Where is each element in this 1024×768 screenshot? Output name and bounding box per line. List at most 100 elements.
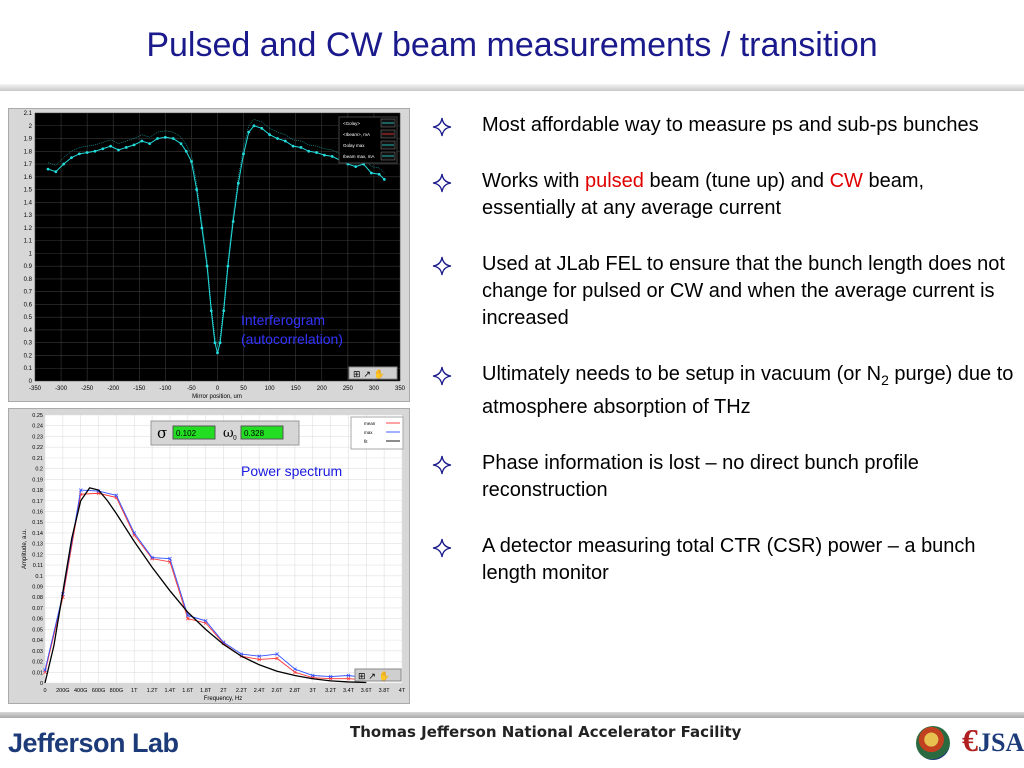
interferogram-point — [377, 172, 381, 176]
interferogram-y-tick: 1 — [29, 251, 33, 257]
power-spectrum-point-max — [150, 555, 154, 560]
power-spectrum-x-tick: 600G — [92, 688, 105, 694]
omega0-field[interactable] — [240, 425, 284, 440]
interferogram-y-tick: 0.2 — [24, 353, 33, 359]
interferogram-series-golay-max — [47, 119, 385, 347]
interferogram-graph-tools[interactable]: ⊞ ↗ ✋ — [348, 366, 398, 380]
interferogram-x-tick: 0 — [216, 386, 220, 392]
power-spectrum-y-tick: 0.1 — [35, 574, 43, 580]
interferogram-point — [354, 165, 358, 168]
interferogram-x-tick: 150 — [291, 386, 302, 392]
power-spectrum-y-tick: 0.2 — [35, 467, 43, 473]
power-spectrum-point-max — [78, 488, 83, 492]
svg-text:⊞ ↗ ✋: ⊞ ↗ ✋ — [358, 670, 390, 682]
interferogram-x-tick: 50 — [240, 386, 247, 392]
interferogram-y-tick: 0.9 — [24, 264, 33, 270]
interferogram-point — [124, 146, 128, 149]
power-spectrum-graph-tools[interactable]: ⊞ ↗ ✋ — [354, 668, 402, 682]
power-spectrum-y-tick: 0.09 — [32, 585, 43, 591]
bullet-text: Works with — [482, 170, 585, 192]
bullet-item: Phase information is lost – no direct bu… — [432, 450, 1022, 504]
interferogram-y-tick: 1.9 — [24, 137, 33, 143]
power-spectrum-y-tick: 0.15 — [32, 520, 43, 526]
power-spectrum-point-max — [168, 556, 172, 561]
interferogram-y-tick: 0.4 — [24, 328, 33, 334]
bullet-item: Used at JLab FEL to ensure that the bunc… — [432, 251, 1022, 332]
interferogram-point — [291, 144, 295, 148]
sigma-field[interactable] — [172, 425, 216, 440]
bullet-text: 2 — [881, 372, 889, 388]
interferogram-point — [77, 152, 81, 156]
interferogram-x-tick: 100 — [265, 386, 276, 392]
interferogram-point — [283, 139, 287, 143]
bullet-text: purge) due to atmosphere absorption of T… — [482, 363, 1014, 418]
power-spectrum-point-mean — [185, 616, 190, 621]
power-spectrum-point-max — [203, 618, 208, 623]
interferogram-point — [93, 149, 97, 153]
interferogram-point — [247, 130, 251, 134]
power-spectrum-x-tick: 2.8T — [289, 688, 301, 694]
power-spectrum-panel: 0 0.01 0.02 0.03 0.04 0.05 0.06 0.07 0.08 0.09 0.1… — [8, 408, 410, 704]
power-spectrum-x-label: Frequency, Hz — [204, 696, 243, 702]
power-spectrum-x-tick: 1T — [131, 688, 138, 694]
interferogram-point — [184, 149, 188, 153]
power-spectrum-y-tick: 0.24 — [32, 424, 43, 430]
power-spectrum-x-tick: 400G — [74, 688, 87, 694]
power-spectrum-y-tick: 0.13 — [32, 542, 43, 548]
power-spectrum-point-max — [43, 668, 47, 672]
power-spectrum-x-tick: 800G — [110, 688, 123, 694]
interferogram-point — [299, 146, 303, 149]
power-spectrum-point-max — [310, 673, 315, 678]
interferogram-x-tick: -100 — [159, 386, 172, 392]
interferogram-legend-entry: Golay max — [343, 143, 365, 148]
power-spectrum-y-tick: 0.05 — [32, 627, 43, 633]
power-spectrum-x-tick: 1.4T — [164, 688, 176, 694]
interferogram-y-tick: 0.1 — [24, 366, 33, 372]
omega0-value: 0.328 — [244, 429, 265, 438]
power-spectrum-y-label: Amplitude, a.u. — [22, 529, 28, 569]
omega-subscript: 0 — [233, 435, 237, 442]
interferogram-point — [117, 148, 120, 152]
power-spectrum-y-tick: 0.23 — [32, 434, 43, 440]
fit-parameters-box: σ 0.102 ω 0 0.328 — [150, 420, 300, 446]
interferogram-x-tick: 350 — [395, 386, 406, 392]
diamond-star-icon — [432, 112, 456, 139]
power-spectrum-y-tick: 0.02 — [32, 660, 43, 666]
power-spectrum-y-tick: 0.17 — [32, 499, 43, 505]
power-spectrum-y-tick: 0.19 — [32, 477, 43, 483]
interferogram-point — [213, 341, 217, 345]
interferogram-legend-entry: <Golay> — [343, 121, 360, 126]
interferogram-point — [315, 151, 318, 154]
bullet-text: beam, essentially at any average current — [482, 170, 925, 219]
interferogram-x-tick: 200 — [317, 386, 328, 392]
power-spectrum-point-max — [114, 493, 119, 498]
power-spectrum-x-tick: 1.2T — [147, 688, 159, 694]
interferogram-x-label: Mirror position, um — [192, 394, 242, 400]
interferogram-point — [132, 143, 136, 147]
power-spectrum-x-tick: 3.2T — [325, 688, 337, 694]
bullet-text: Ultimately needs to be setup in vacuum (… — [482, 363, 882, 385]
bullet-item: Ultimately needs to be setup in vacuum (… — [432, 361, 1022, 421]
power-spectrum-point-mean — [257, 657, 262, 662]
power-spectrum-point-max — [346, 673, 351, 678]
interferogram-point — [54, 170, 58, 174]
power-spectrum-x-tick: 200G — [56, 688, 69, 694]
interferogram-point — [190, 160, 193, 163]
interferogram-point — [205, 264, 209, 268]
power-spectrum-y-tick: 0.01 — [32, 670, 43, 676]
interferogram-point — [148, 142, 152, 146]
interferogram-point — [209, 309, 213, 313]
interferogram-point — [307, 149, 311, 153]
interferogram-point — [85, 151, 89, 154]
power-spectrum-y-tick: 0.16 — [32, 509, 43, 515]
power-spectrum-x-tick: 0 — [43, 688, 46, 694]
bullet-text: pulsed — [584, 170, 644, 192]
interferogram-point — [200, 226, 204, 230]
power-spectrum-y-tick: 0.21 — [32, 456, 43, 462]
power-spectrum-y-tick: 0.11 — [33, 563, 43, 569]
interferogram-x-tick: -350 — [29, 386, 42, 392]
interferogram-point — [260, 126, 264, 130]
interferogram-legend-entry: Ibeam max, mA — [343, 154, 375, 159]
power-spectrum-y-tick: 0.25 — [32, 413, 43, 419]
bullet-text: A detector measuring total CTR (CSR) pow… — [482, 535, 976, 584]
